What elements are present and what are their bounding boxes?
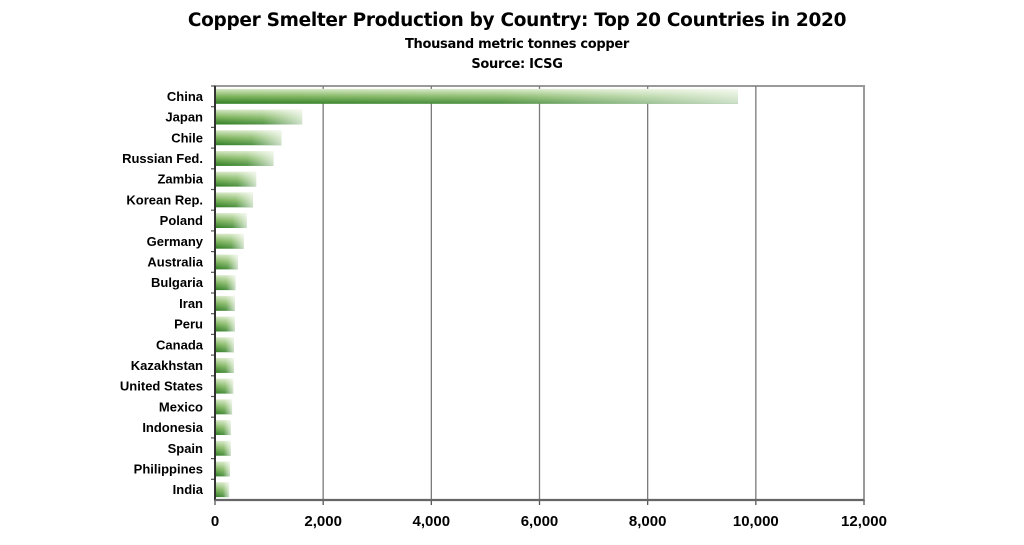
bar-australia [215, 254, 238, 270]
category-label: Russian Fed. [122, 151, 203, 166]
bar-japan [215, 109, 303, 125]
bar-mexico [215, 399, 233, 415]
bar-bulgaria [215, 275, 236, 291]
category-label: Philippines [134, 461, 203, 476]
x-tick-label: 2,000 [304, 513, 342, 530]
category-label: Spain [168, 441, 203, 456]
bar-zambia [215, 171, 257, 187]
bar-indonesia [215, 420, 231, 436]
category-label: Poland [160, 213, 203, 228]
category-label: Germany [147, 234, 204, 249]
bar-canada [215, 337, 234, 353]
category-label: United States [120, 379, 203, 394]
category-label: China [167, 89, 204, 104]
category-label: Chile [171, 130, 203, 145]
bar-russian-fed [215, 150, 274, 166]
bar-china [215, 88, 738, 104]
category-label: Iran [179, 296, 203, 311]
x-tick-label: 12,000 [841, 513, 887, 530]
category-label: Indonesia [142, 420, 203, 435]
bar-spain [215, 440, 231, 456]
bar-united-states [215, 378, 234, 394]
x-tick-label: 0 [211, 513, 219, 530]
category-label: Zambia [157, 172, 203, 187]
category-label: Canada [156, 337, 204, 352]
chart-source: Source: ICSG [471, 57, 563, 72]
plot-area: 0 2,000 4,000 6,000 8,000 10,000 12,000 China Ja… [120, 85, 887, 530]
category-label: India [173, 482, 204, 497]
x-tick-label: 10,000 [733, 513, 779, 530]
bar-poland [215, 213, 247, 229]
bar-korean-rep [215, 192, 253, 208]
bar-chile [215, 130, 282, 146]
category-label: Kazakhstan [131, 358, 203, 373]
category-label: Japan [165, 110, 203, 125]
bar-india [215, 482, 230, 498]
category-label: Australia [147, 254, 203, 269]
bar-kazakhstan [215, 357, 234, 373]
category-label: Mexico [159, 399, 203, 414]
bar-peru [215, 316, 236, 332]
category-label: Korean Rep. [126, 192, 203, 207]
category-label: Peru [174, 317, 203, 332]
bar-iran [215, 295, 236, 311]
category-label: Bulgaria [151, 275, 204, 290]
x-tick-label: 4,000 [413, 513, 451, 530]
chart-subtitle: Thousand metric tonnes copper [404, 37, 630, 52]
chart-title: Copper Smelter Production by Country: To… [187, 10, 847, 31]
bar-philippines [215, 461, 230, 477]
bar-germany [215, 233, 244, 249]
x-tick-label: 6,000 [521, 513, 559, 530]
x-tick-label: 8,000 [629, 513, 667, 530]
